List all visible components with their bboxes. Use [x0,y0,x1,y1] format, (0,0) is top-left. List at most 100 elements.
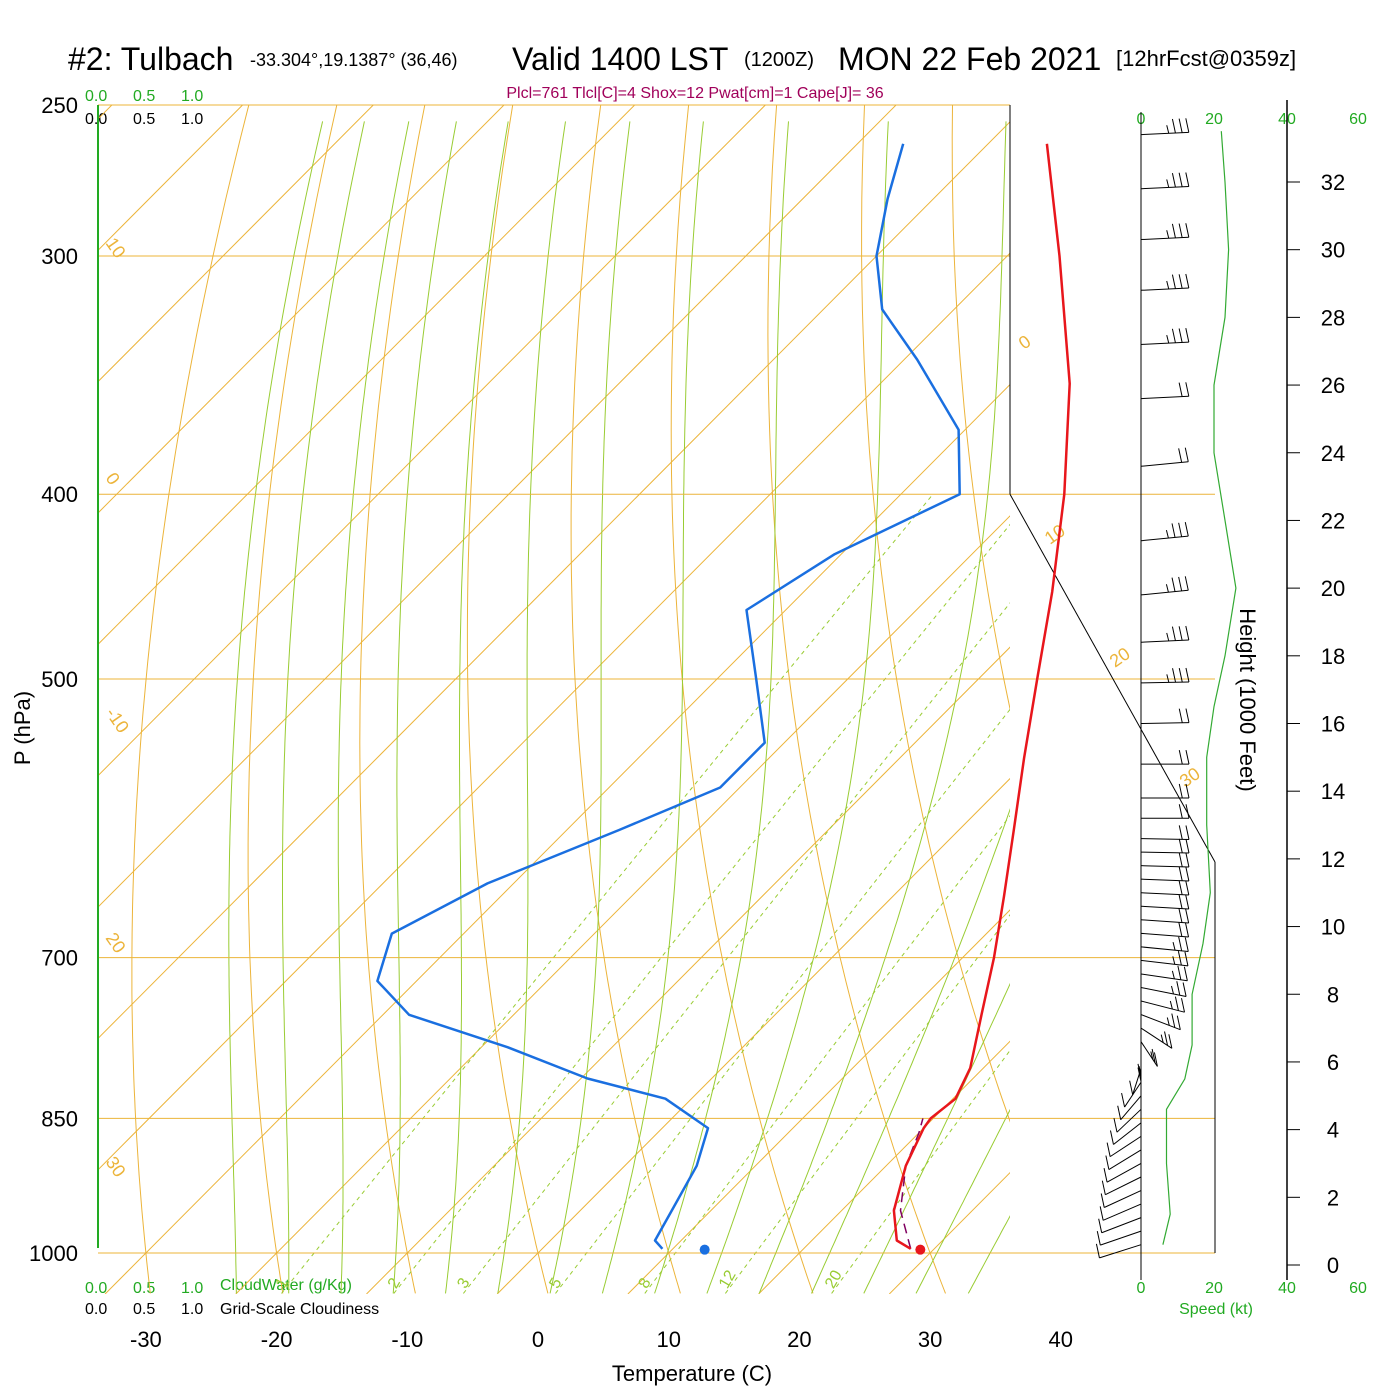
y2-axis-label: Height (1000 Feet) [1235,608,1260,791]
wind-barb-half [1166,179,1170,188]
wind-barb [1140,981,1187,998]
isotherm-line [1281,105,1400,1294]
wind-barb-staff [1102,1203,1142,1221]
wind-barb [1117,1095,1142,1121]
wind-barb-flag [1183,966,1188,981]
mixing-ratio-line [644,815,1010,1294]
wind-barb-flag [1185,866,1190,882]
surface-dewpoint-dot [699,1244,710,1255]
wind-barb-half [1166,1017,1170,1026]
title-valid: Valid 1400 LST [512,41,728,77]
wind-barb [1140,996,1185,1013]
wind-barb [1099,1203,1142,1221]
wind-barb-flag [1171,1013,1176,1028]
x-tick-label: 0 [532,1327,544,1352]
wind-barb-staff [1140,919,1189,924]
wind-barb-flag [1184,576,1189,591]
wind-barb-staff [1105,1176,1142,1196]
wind-barb [1140,951,1189,967]
height-tick-label: 18 [1321,644,1345,669]
wind-barb-flag [1178,274,1183,289]
wind-barb [1140,667,1190,684]
height-tick-label: 14 [1321,779,1345,804]
y-axis-label: P (hPa) [10,691,35,765]
wind-barb-flag [1178,866,1183,881]
wind-barb-flag [1182,982,1187,997]
wind-barb-flag [1185,825,1190,840]
wind-barb-half [1172,956,1176,965]
moist-adiabat [601,121,704,1294]
bottom-cloud-scale: 0.0 0.5 1.0 CloudWater (g/Kg) 0.0 0.5 1.… [85,1277,379,1318]
height-tick-label: 16 [1321,712,1345,737]
wind-barb [1109,1122,1142,1145]
height-tick-label: 30 [1321,238,1345,263]
x-tick-label: 30 [918,1327,942,1352]
wind-barb-staff [1099,1244,1142,1259]
moist-adiabat [392,121,457,1294]
wind-barb-staff [1101,1217,1142,1234]
wind-barb [1140,965,1188,982]
wind-barb-flag [1172,668,1177,683]
mixing-ratio-line [393,523,1010,1294]
moist-adiabat [549,121,631,1294]
wind-barb-flag [1113,1118,1118,1133]
wind-barb-staff [1106,1163,1142,1183]
wind-barb-flag [1185,838,1190,854]
wind-barb-flag [1178,223,1183,238]
height-tick-label: 24 [1321,441,1345,466]
wind-barb-staff [1116,1108,1142,1133]
bottom-cloud-tick: 1.0 [181,1280,203,1297]
height-tick-label: 2 [1327,1185,1339,1210]
wind-barb-flag [1106,1142,1111,1157]
title-utc: (1200Z) [744,49,814,71]
height-tick-label: 32 [1321,170,1345,195]
height-tick-label: 8 [1327,982,1339,1007]
height-tick-label: 28 [1321,305,1345,330]
p-tick-label: 500 [41,667,78,692]
wind-barb-staff [1140,639,1189,643]
frame-diagonal [1009,493,1216,863]
wind-barb-flag [1178,804,1183,819]
p-tick-label: 700 [41,946,78,971]
wind-barb-staff [1140,892,1189,896]
wind-barb-staff [1120,1095,1142,1121]
wind-barb-staff [1140,1000,1185,1013]
wind-barb [1140,328,1190,345]
wind-barb-half [1166,674,1170,683]
wind-barb-flag [1184,447,1189,462]
wind-barb-staff [1140,973,1188,982]
isotherm-label: 10 [1041,520,1069,548]
wind-barb-flag [1121,1092,1126,1108]
dry-adiabat [767,105,946,1294]
height-tick-label: 26 [1321,373,1345,398]
wind-barb-half [1150,1051,1154,1060]
isotherm-line [98,121,1010,1040]
wind-barb [1141,804,1190,819]
wind-barb-staff [1104,1190,1142,1208]
isotherm-label: 0 [102,469,124,489]
x-axis-label: Temperature (C) [612,1361,772,1386]
height-tick-label: 4 [1327,1118,1339,1143]
isotherm-line [104,383,1010,1294]
wind-barb-flag [1164,1031,1169,1046]
wind-barb-staff [1140,1014,1181,1031]
wind-barb [1140,880,1190,896]
wind-barb-flag [1177,951,1182,966]
wind-barb-half [1138,1066,1142,1075]
moist-adiabat [282,121,365,1294]
wind-barb [1140,1027,1173,1049]
wind-barb-flag [1098,1218,1103,1233]
height-tick-label: 20 [1321,576,1345,601]
speed-bottom-tick: 20 [1205,1280,1223,1297]
wind-barb [1140,922,1190,938]
wind-barb-flag [1178,626,1183,641]
bottom-cloud-tick: 0.0 [85,1280,107,1297]
wind-barb-staff [1140,395,1189,400]
dry-adiabat [1128,105,1400,1293]
wind-barb-flag [1095,1243,1100,1258]
speed-top-tick: 20 [1205,111,1223,128]
dry-adiabat [570,105,681,1294]
wind-barb-flag [1185,223,1190,238]
isotherm-line [98,252,1010,1171]
